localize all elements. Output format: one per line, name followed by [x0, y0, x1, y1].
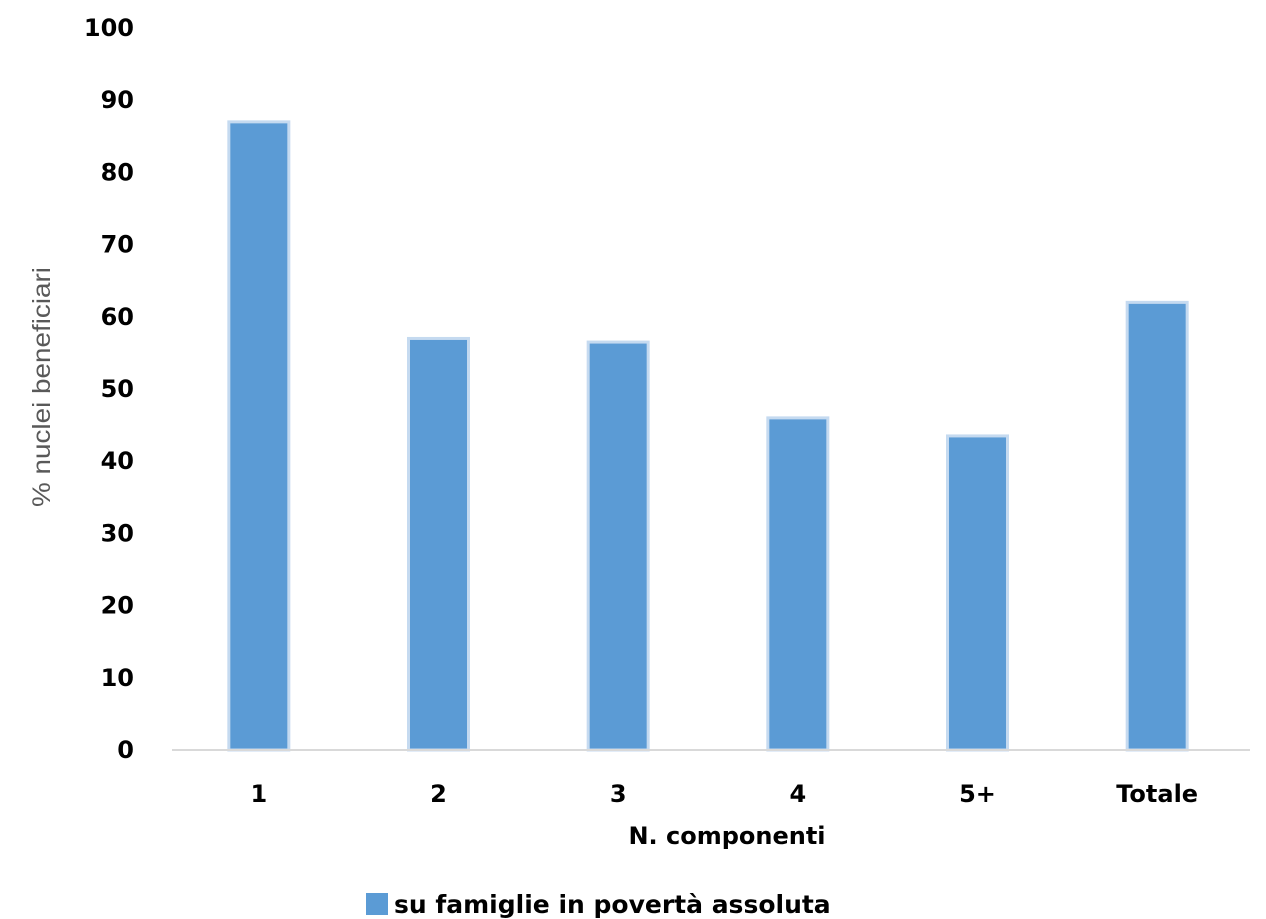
x-tick-label: 2	[430, 780, 447, 808]
bar	[227, 120, 291, 752]
bar	[407, 336, 470, 752]
bar	[586, 340, 650, 752]
x-tick-label: 5+	[959, 780, 996, 808]
y-tick-label: 50	[101, 375, 134, 403]
x-tick-label: 3	[610, 780, 627, 808]
y-tick-label: 20	[101, 592, 134, 620]
legend-label: su famiglie in povertà assoluta	[394, 890, 831, 919]
y-tick-label: 70	[101, 231, 134, 259]
y-tick-label: 80	[101, 158, 134, 186]
x-tick-label: 1	[250, 780, 267, 808]
bar	[1125, 300, 1189, 752]
bar	[766, 416, 830, 752]
legend-swatch	[366, 893, 388, 915]
bar	[946, 434, 1009, 752]
x-tick-label: Totale	[1116, 780, 1198, 808]
y-tick-label: 60	[101, 303, 134, 331]
y-tick-label: 40	[101, 447, 134, 475]
bars	[227, 120, 1189, 752]
x-axis-ticks: 1 2 3 4 5+ Totale	[250, 780, 1198, 808]
y-tick-label: 100	[84, 14, 134, 42]
legend: su famiglie in povertà assoluta	[366, 890, 831, 919]
y-axis-ticks: 0 10 20 30 40 50 60 70 80 90 100	[84, 14, 134, 764]
y-tick-label: 10	[101, 664, 134, 692]
x-axis-label: N. componenti	[628, 822, 825, 850]
y-tick-label: 30	[101, 519, 134, 547]
x-tick-label: 4	[789, 780, 806, 808]
y-tick-label: 90	[101, 86, 134, 114]
y-tick-label: 0	[117, 736, 134, 764]
y-axis-label: % nuclei beneficiari	[28, 267, 56, 507]
